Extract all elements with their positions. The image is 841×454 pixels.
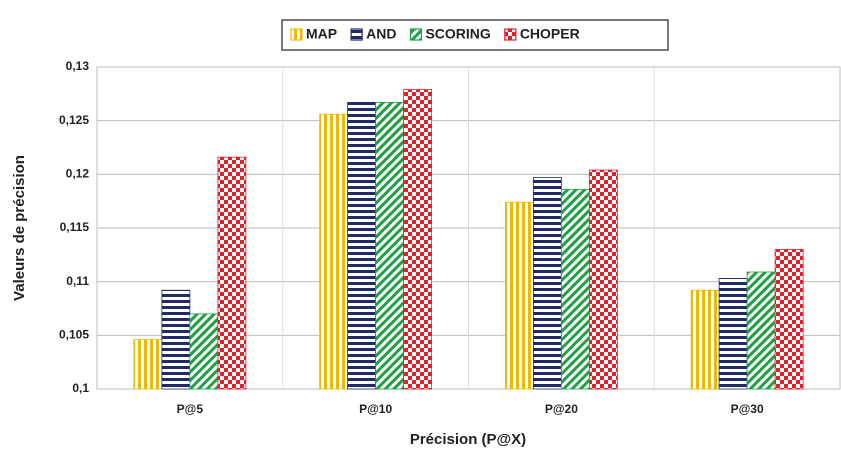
legend-swatch: [504, 28, 517, 41]
y-tick-label: 0,12: [66, 167, 90, 181]
bar: [774, 249, 804, 390]
bar: [217, 156, 247, 390]
bar: [161, 289, 191, 390]
bar: [532, 177, 562, 390]
y-tick-label: 0,115: [60, 220, 90, 234]
bar: [718, 278, 748, 390]
x-tick-label: P@5: [177, 402, 204, 416]
bar: [189, 313, 219, 390]
legend-swatch: [290, 28, 303, 41]
legend-label: CHOPER: [520, 26, 580, 42]
legend-swatch: [409, 28, 423, 41]
legend-swatch: [350, 28, 363, 41]
legend: MAP AND SCORING CHOPER: [290, 26, 580, 42]
bar: [504, 201, 534, 390]
bar: [690, 289, 720, 390]
legend-label: MAP: [306, 26, 337, 42]
legend-box: [281, 19, 669, 51]
y-axis-title: Valeurs de précision: [11, 155, 28, 301]
bar: [746, 271, 776, 390]
x-axis-title: Précision (P@X): [410, 431, 526, 448]
bar: [375, 102, 405, 390]
y-tick-label: 0,125: [59, 113, 89, 127]
x-tick-label: P@20: [545, 402, 578, 416]
bar: [347, 102, 377, 390]
y-tick-label: 0,1: [72, 381, 89, 395]
x-tick-label: P@10: [359, 402, 392, 416]
x-tick-label: P@30: [731, 402, 764, 416]
bar: [403, 89, 433, 390]
legend-label: SCORING: [425, 26, 490, 42]
bar: [588, 169, 618, 390]
y-tick-label: 0,13: [66, 59, 90, 73]
bar: [560, 188, 590, 390]
y-tick-label: 0,11: [66, 274, 89, 288]
bar: [133, 339, 163, 390]
legend-label: AND: [366, 26, 396, 42]
y-tick-label: 0,105: [59, 328, 89, 342]
bar: [319, 113, 349, 390]
